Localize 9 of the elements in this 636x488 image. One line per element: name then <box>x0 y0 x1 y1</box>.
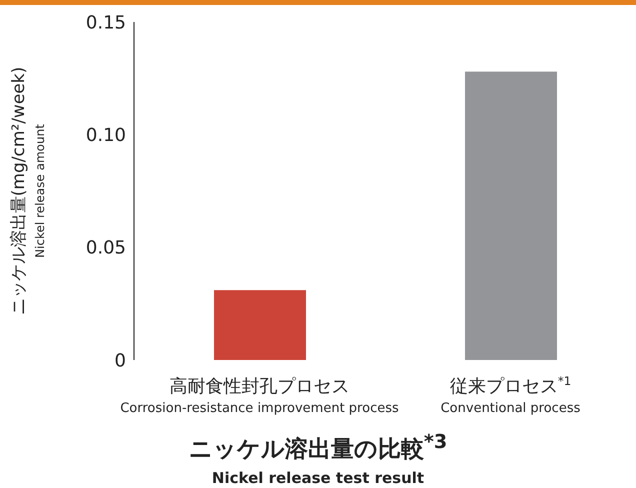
x-tick-label: 高耐食性封孔プロセス Corrosion-resistance improvement process <box>120 376 399 416</box>
x-tick-label: 従来プロセス$^{*1}$ Conventional process <box>440 374 581 416</box>
y-tick-label: 0.10 <box>86 125 126 146</box>
y-axis-title: ニッケル溶出量(mg/cm²/week) Nickel release amount <box>9 66 47 316</box>
y-tick-label: 0 <box>114 350 126 372</box>
text: Nickel release test result <box>210 468 426 487</box>
y-tick-label: 0.15 <box>86 12 126 34</box>
y-tick-label: 0.05 <box>86 238 126 259</box>
text: ニッケル溶出量の比較$^{*3}$ <box>188 430 448 465</box>
